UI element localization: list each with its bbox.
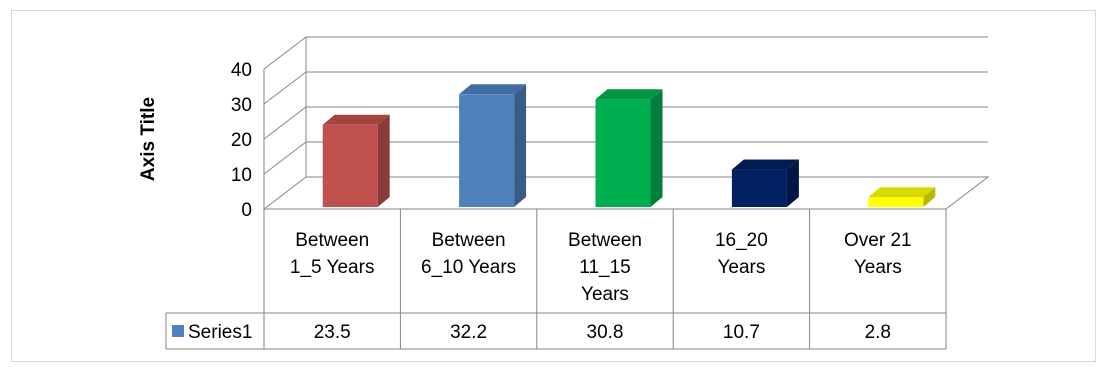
bar-top bbox=[322, 114, 390, 125]
bar-front bbox=[731, 169, 787, 207]
bar-top bbox=[731, 159, 799, 170]
chart-frame: 0 10 20 30 40 Axis Title Between 1_5 Years Bet… bbox=[11, 10, 1096, 362]
category-label: Over 21 Years bbox=[844, 230, 912, 278]
bars bbox=[322, 84, 936, 207]
gridline bbox=[263, 36, 988, 70]
bar-front bbox=[322, 124, 378, 207]
bar-side bbox=[923, 187, 936, 207]
y-axis: 0 10 20 30 40 bbox=[231, 60, 252, 221]
data-value-label: 32.2 bbox=[450, 322, 487, 343]
gridline bbox=[263, 106, 988, 140]
bar-front bbox=[459, 94, 515, 207]
category-label: Between 1_5 Years bbox=[290, 230, 375, 278]
bar-front bbox=[868, 197, 924, 207]
bar bbox=[322, 114, 390, 207]
bar-side bbox=[514, 84, 527, 207]
bar-top bbox=[459, 84, 527, 95]
y-tick-label: 0 bbox=[241, 200, 252, 221]
data-value-label: 23.5 bbox=[314, 322, 351, 343]
y-tick-label: 20 bbox=[231, 130, 252, 151]
gridline bbox=[263, 141, 988, 175]
y-axis-title: Axis Title bbox=[138, 97, 159, 181]
bar-front bbox=[595, 99, 651, 207]
bar-top bbox=[868, 187, 936, 198]
data-table: Between 1_5 Years Between 6_10 Years Between… bbox=[165, 209, 947, 350]
legend-label: Series1 bbox=[188, 322, 252, 343]
bar bbox=[459, 84, 527, 207]
bar bbox=[868, 187, 936, 207]
gridline bbox=[263, 71, 988, 105]
data-value-label: 30.8 bbox=[587, 322, 624, 343]
legend-swatch bbox=[172, 325, 184, 337]
y-tick-label: 10 bbox=[231, 165, 252, 186]
bar bbox=[731, 159, 799, 207]
category-label: 16_20 Years bbox=[715, 230, 768, 278]
data-value-label: 10.7 bbox=[723, 322, 760, 343]
bar-top bbox=[595, 89, 663, 100]
chart-floor bbox=[262, 176, 990, 210]
y-tick-label: 40 bbox=[231, 60, 252, 81]
bar bbox=[595, 89, 663, 207]
data-value-label: 2.8 bbox=[865, 322, 891, 343]
gridlines bbox=[263, 36, 988, 175]
bar-side bbox=[650, 89, 663, 207]
y-tick-label: 30 bbox=[231, 95, 252, 116]
category-label: Between 6_10 Years bbox=[421, 230, 516, 278]
bar-side bbox=[377, 114, 390, 207]
category-label: Between 11_15 Years bbox=[568, 230, 642, 305]
bar-side bbox=[786, 159, 799, 207]
